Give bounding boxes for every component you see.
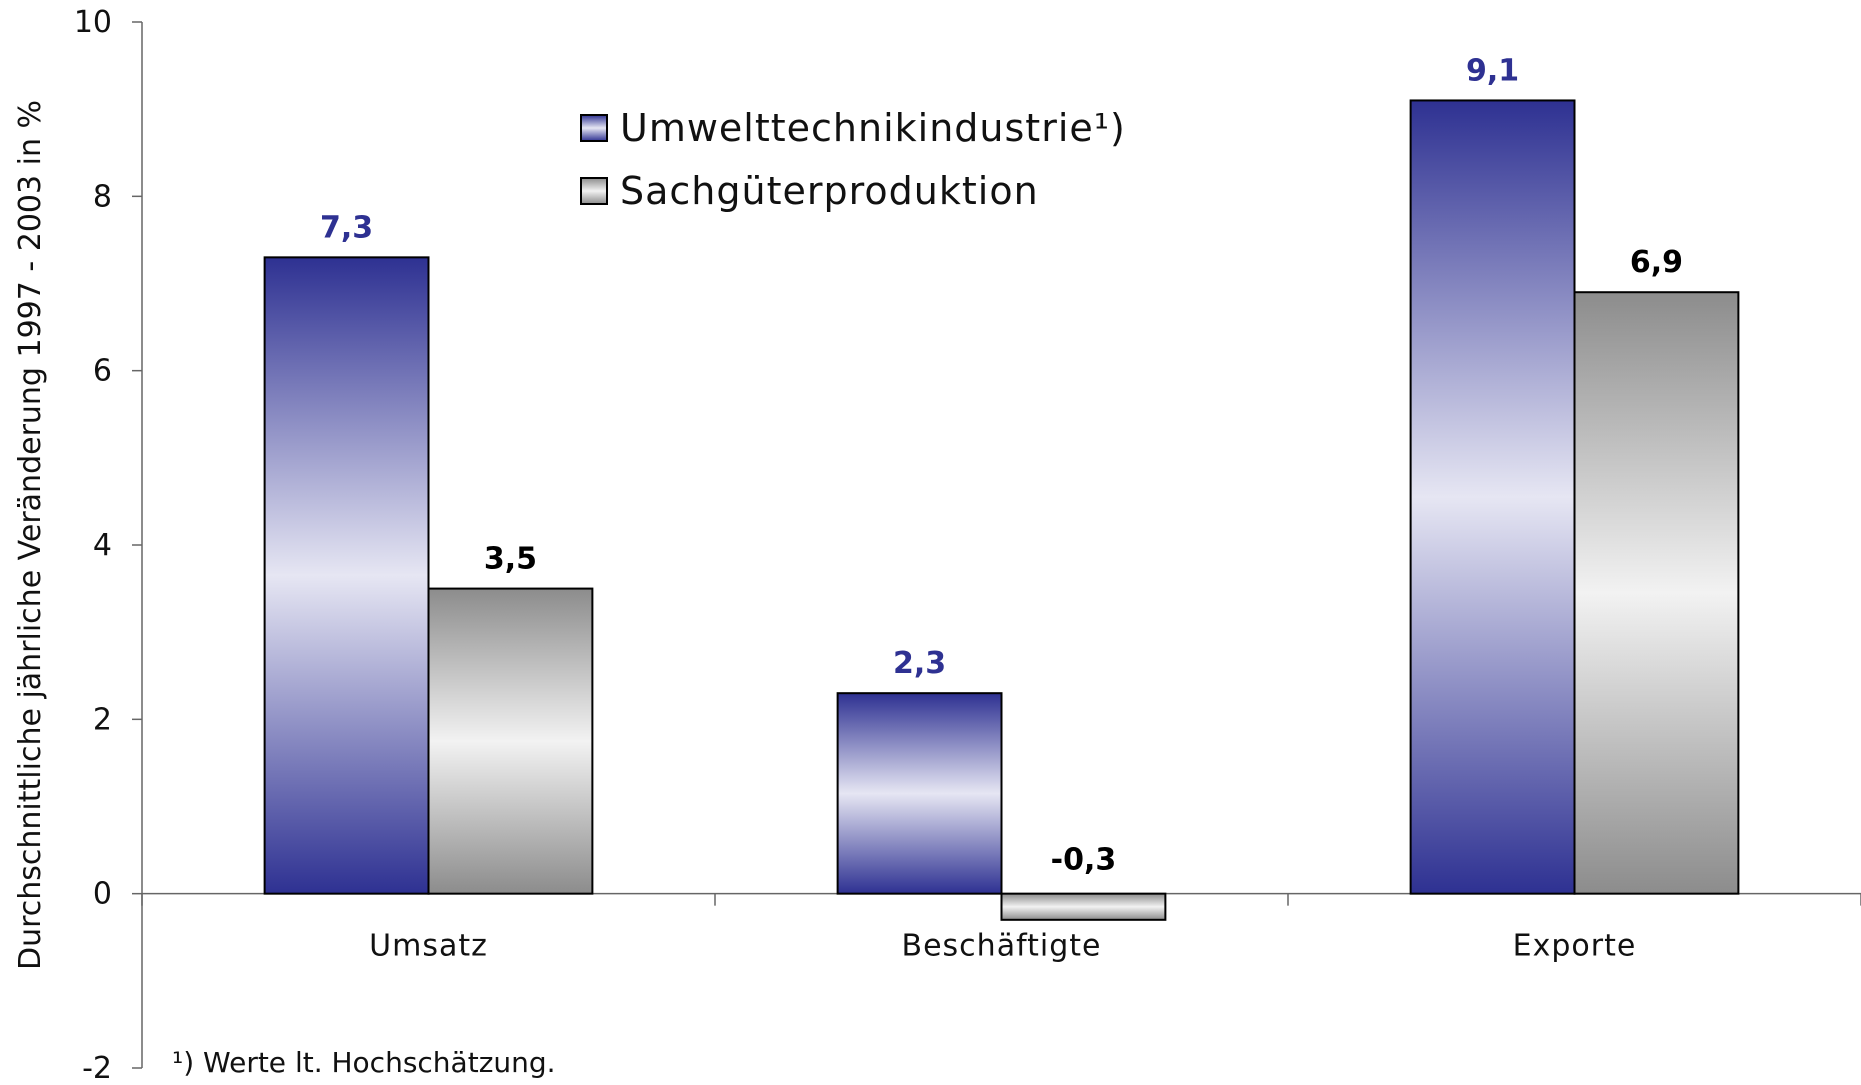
y-axis-label: Durchschnittliche jährliche Veränderung … [13, 100, 48, 970]
bar-sachgueter [427, 587, 594, 895]
bar-umwelt [836, 692, 1003, 895]
bar-umwelt [263, 256, 430, 895]
legend-label-umwelt: Umwelttechnikindustrie¹) [620, 106, 1126, 150]
y-axis: -2 0 2 4 6 8 10 [74, 5, 143, 1085]
y-tick-label: 4 [93, 528, 112, 563]
value-label: -0,3 [1051, 843, 1117, 878]
category-label: Exporte [1513, 929, 1637, 964]
data-labels: 7,3 3,5 2,3 -0,3 9,1 6,9 [320, 53, 1683, 877]
legend-label-sachgueter: Sachgüterproduktion [620, 169, 1039, 213]
y-tick-label: 8 [93, 179, 112, 214]
value-label: 6,9 [1630, 245, 1683, 280]
y-tick-label: 6 [93, 354, 112, 389]
bar-sachgueter [1000, 892, 1167, 921]
value-label: 2,3 [893, 646, 946, 681]
bars [263, 99, 1740, 921]
value-label: 7,3 [320, 210, 373, 245]
category-label: Umsatz [369, 929, 488, 964]
legend-swatch-sachgueter [580, 177, 608, 205]
y-tick-label: -2 [82, 1051, 112, 1085]
category-label: Beschäftigte [902, 929, 1102, 964]
legend: Umwelttechnikindustrie¹) Sachgüterproduk… [580, 106, 1126, 213]
footnote: ¹) Werte lt. Hochschätzung. [172, 1046, 556, 1079]
legend-swatch-umwelt [580, 114, 608, 142]
y-tick-label: 10 [74, 5, 112, 40]
value-label: 9,1 [1466, 53, 1519, 88]
bar-umwelt [1409, 99, 1576, 895]
value-label: 3,5 [484, 542, 537, 577]
y-tick-label: 2 [93, 702, 112, 737]
bar-sachgueter [1573, 291, 1740, 895]
y-tick-label: 0 [93, 877, 112, 912]
